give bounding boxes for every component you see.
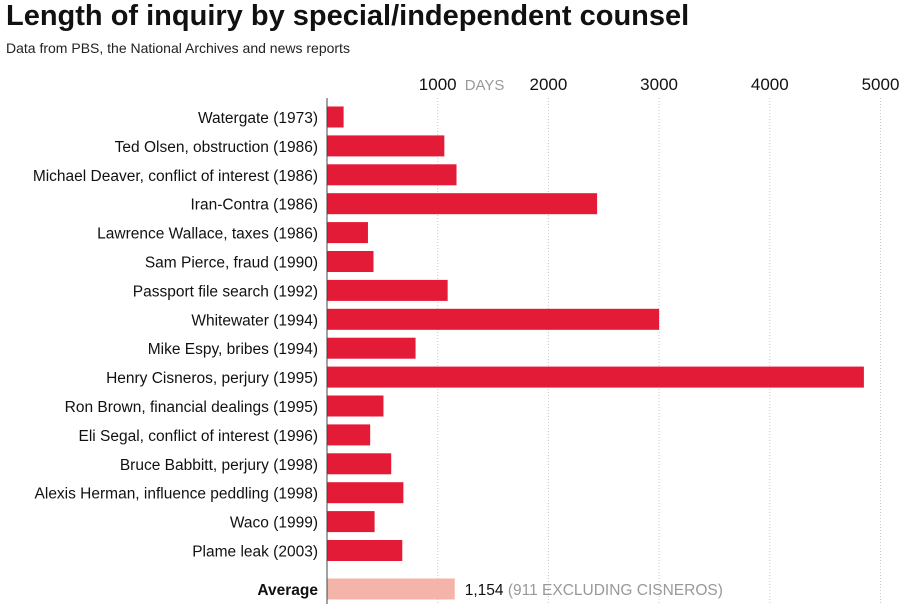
x-tick-label: 5000	[862, 75, 900, 94]
x-unit-label: DAYS	[465, 77, 505, 94]
bar	[327, 164, 457, 186]
chart-subtitle: Data from PBS, the National Archives and…	[6, 40, 350, 56]
category-label: Whitewater (1994)	[191, 312, 318, 329]
chart-title: Length of inquiry by special/independent…	[6, 0, 690, 32]
average-value-label: 1,154 (911 EXCLUDING CISNEROS)	[465, 582, 723, 599]
bar	[327, 395, 384, 417]
category-label: Watergate (1973)	[198, 110, 318, 127]
bar	[327, 135, 445, 157]
bar	[327, 251, 374, 272]
x-tick-label: 3000	[640, 75, 678, 94]
average-note: (911 EXCLUDING CISNEROS)	[508, 582, 723, 599]
x-tick-label: 1000	[419, 75, 457, 94]
category-label: Sam Pierce, fraud (1990)	[145, 255, 318, 272]
bar	[327, 453, 392, 475]
category-label: Ron Brown, financial dealings (1995)	[65, 399, 318, 416]
category-label: Plame leak (2003)	[192, 544, 318, 561]
bar	[327, 540, 403, 561]
category-label: Lawrence Wallace, taxes (1986)	[97, 226, 318, 243]
category-label: Michael Deaver, conflict of interest (19…	[33, 168, 318, 185]
category-label: Alexis Herman, influence peddling (1998)	[35, 486, 318, 503]
category-label: Mike Espy, bribes (1994)	[148, 341, 318, 358]
category-label: Henry Cisneros, perjury (1995)	[106, 370, 318, 387]
bar	[327, 337, 416, 359]
category-label: Iran-Contra (1986)	[190, 197, 318, 214]
bar	[327, 424, 371, 446]
bar	[327, 482, 404, 504]
average-bar	[327, 578, 455, 600]
x-tick-label: 4000	[751, 75, 789, 94]
bar	[327, 106, 344, 128]
category-label: Eli Segal, conflict of interest (1996)	[78, 428, 318, 445]
bar	[327, 222, 368, 244]
average-value: 1,154	[465, 582, 508, 599]
x-tick-label: 2000	[529, 75, 567, 94]
category-label: Passport file search (1992)	[133, 283, 318, 300]
category-label: Ted Olsen, obstruction (1986)	[115, 139, 318, 156]
bar	[327, 308, 660, 330]
bar	[327, 511, 375, 533]
bar	[327, 366, 864, 388]
bar	[327, 279, 448, 301]
bar	[327, 193, 598, 215]
category-label: Bruce Babbitt, perjury (1998)	[120, 457, 318, 474]
category-label: Waco (1999)	[230, 515, 318, 532]
average-label: Average	[257, 582, 318, 599]
